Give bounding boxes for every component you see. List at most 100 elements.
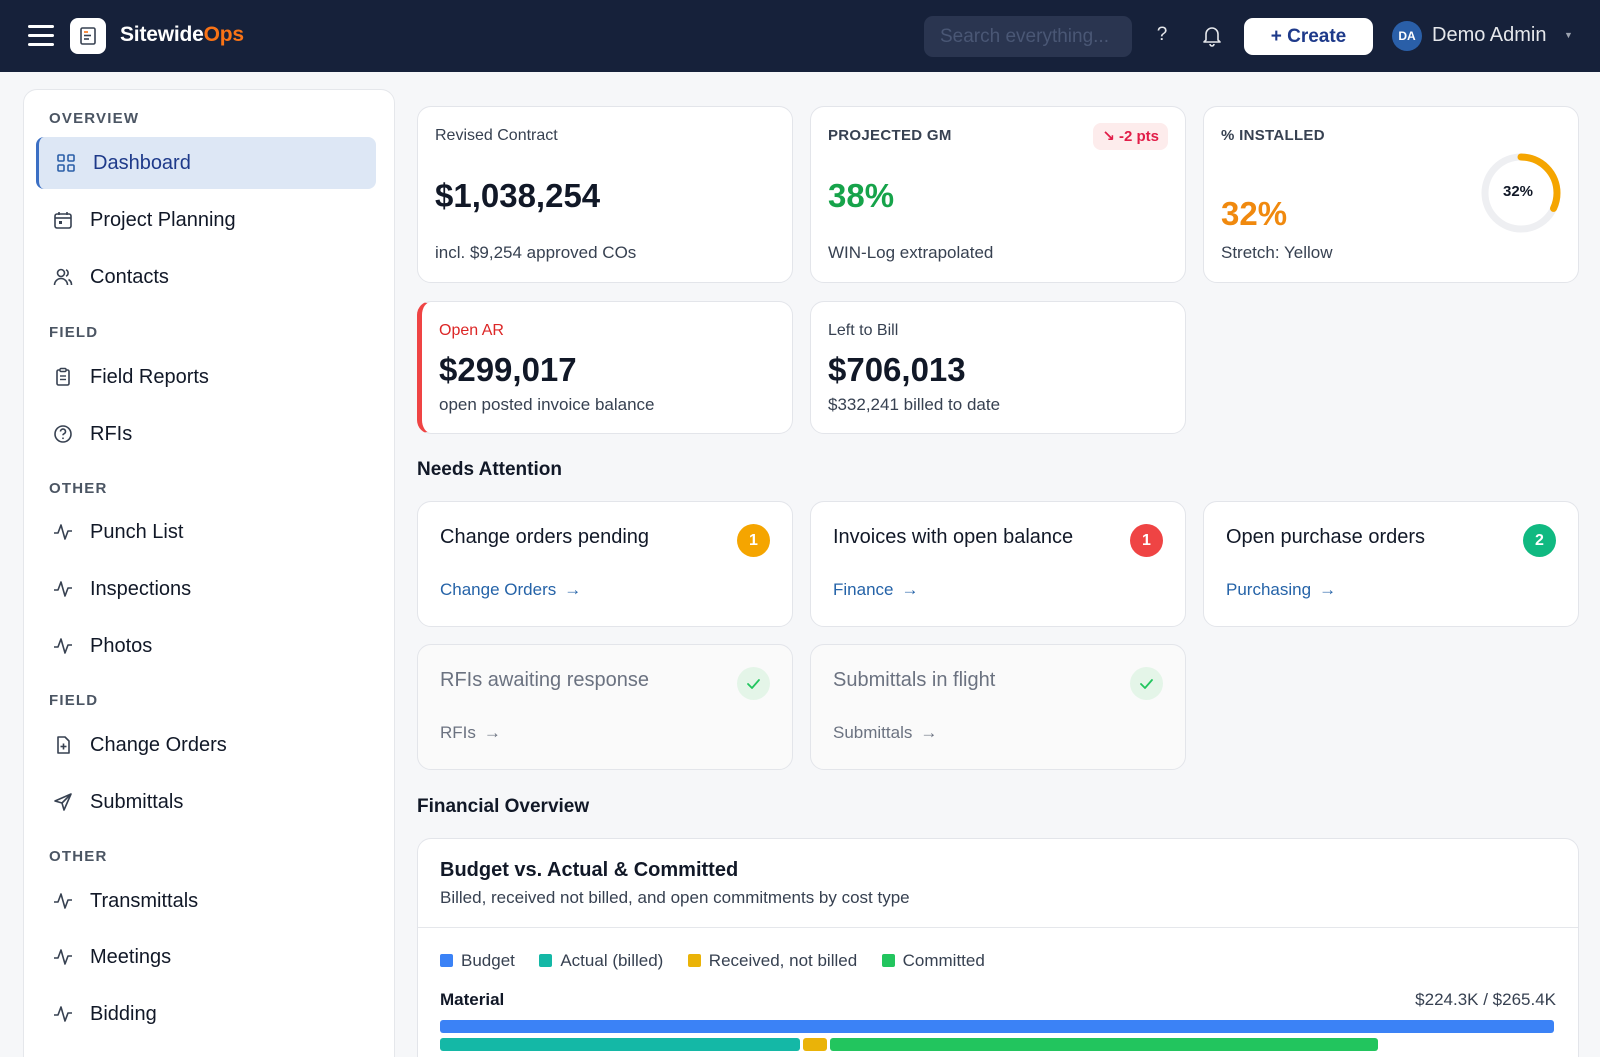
- attention-title: Submittals in flight: [833, 669, 996, 691]
- send-icon: [54, 793, 72, 811]
- divider: [418, 927, 1578, 928]
- attention-card-invoices[interactable]: Invoices with open balance 1 Finance →: [810, 501, 1186, 627]
- progress-ring: [1481, 153, 1561, 233]
- sidebar-item-photos[interactable]: Photos: [36, 620, 376, 672]
- attention-card-purchase-orders[interactable]: Open purchase orders 2 Purchasing →: [1203, 501, 1579, 627]
- sidebar-item-inspections[interactable]: Inspections: [36, 563, 376, 615]
- create-button[interactable]: + Create: [1244, 18, 1373, 55]
- count-badge: 1: [1130, 524, 1163, 557]
- attention-title: Change orders pending: [440, 526, 650, 548]
- kpi-label: Revised Contract: [435, 127, 558, 144]
- check-icon: [737, 667, 770, 700]
- kpi-revised-contract: Revised Contract $1,038,254 incl. $9,254…: [417, 106, 793, 283]
- file-plus-icon: [57, 736, 70, 754]
- kpi-label: Open AR: [439, 322, 504, 339]
- count-badge: 2: [1523, 524, 1556, 557]
- kpi-open-ar: Open AR $299,017 open posted invoice bal…: [417, 301, 793, 434]
- help-icon[interactable]: ?: [1156, 24, 1168, 45]
- kpi-label: % INSTALLED: [1221, 127, 1325, 144]
- kpi-subtext: open posted invoice balance: [439, 395, 655, 414]
- sidebar-item-label: Meetings: [90, 946, 172, 968]
- users-icon: [53, 268, 73, 286]
- bar-segment-received: [803, 1038, 827, 1051]
- attention-card-change-orders[interactable]: Change orders pending 1 Change Orders →: [417, 501, 793, 627]
- sidebar-item-label: Dashboard: [93, 152, 191, 174]
- chart-title: Budget vs. Actual & Committed: [440, 859, 739, 881]
- sidebar-section-other: OTHER: [49, 480, 108, 497]
- stacked-bar-track: [440, 1038, 1554, 1051]
- sidebar-item-project-planning[interactable]: Project Planning: [36, 194, 376, 246]
- bar-segment-budget: [440, 1020, 1554, 1033]
- kpi-subtext: $332,241 billed to date: [828, 395, 1001, 414]
- attention-card-submittals[interactable]: Submittals in flight Submittals →: [810, 644, 1186, 770]
- kpi-subtext: WIN-Log extrapolated: [828, 243, 994, 262]
- rfis-link[interactable]: RFIs →: [440, 723, 501, 742]
- kpi-subtext: incl. $9,254 approved COs: [435, 243, 637, 262]
- sidebar-item-label: Photos: [90, 635, 153, 657]
- arrow-right-icon: →: [1319, 580, 1337, 599]
- attention-title: Open purchase orders: [1226, 526, 1426, 548]
- kpi-subtext: Stretch: Yellow: [1221, 243, 1333, 262]
- sidebar-item-bidding[interactable]: Bidding: [36, 988, 376, 1040]
- sidebar-item-label: Bidding: [90, 1003, 157, 1025]
- sidebar-section-field: FIELD: [49, 324, 99, 341]
- activity-icon: [54, 638, 72, 654]
- arrow-right-icon: →: [920, 723, 938, 742]
- sidebar-item-field-reports[interactable]: Field Reports: [36, 351, 376, 403]
- sidebar-section-overview: OVERVIEW: [49, 110, 140, 127]
- kpi-value: $706,013: [828, 351, 966, 388]
- sidebar-item-label: Transmittals: [90, 890, 199, 912]
- kpi-value: 32%: [1221, 195, 1288, 232]
- sidebar-item-label: Project Planning: [90, 209, 236, 231]
- clipboard-icon: [56, 367, 70, 386]
- progress-ring-label: 32%: [1503, 183, 1534, 200]
- calendar-icon: [54, 212, 72, 229]
- arrow-right-icon: →: [483, 723, 501, 742]
- search-input[interactable]: [924, 16, 1132, 57]
- chart-legend: Budget Actual (billed) Received, not bil…: [440, 951, 1005, 971]
- sidebar-item-meetings[interactable]: Meetings: [36, 931, 376, 983]
- category-amount: $224.3K / $265.4K: [1415, 990, 1556, 1009]
- bell-icon[interactable]: [1201, 24, 1223, 48]
- sidebar-item-label: Change Orders: [90, 734, 227, 756]
- purchasing-link[interactable]: Purchasing →: [1226, 580, 1337, 599]
- sidebar-item-dashboard[interactable]: Dashboard: [36, 137, 376, 189]
- kpi-projected-gm: PROJECTED GM ↘ -2 pts 38% WIN-Log extrap…: [810, 106, 1186, 283]
- bar-segment-actual: [440, 1038, 801, 1051]
- finance-link[interactable]: Finance →: [833, 580, 919, 599]
- attention-card-rfis[interactable]: RFIs awaiting response RFIs →: [417, 644, 793, 770]
- trend-down-badge: ↘ -2 pts: [1093, 123, 1168, 150]
- dashboard-icon: [57, 154, 75, 172]
- kpi-left-to-bill: Left to Bill $706,013 $332,241 billed to…: [810, 301, 1186, 434]
- sidebar-item-rfis[interactable]: RFIs: [36, 408, 376, 460]
- change-orders-link[interactable]: Change Orders →: [440, 580, 582, 599]
- sidebar-section-other: OTHER: [49, 848, 108, 865]
- top-bar: SitewideOps ? + Create DA Demo Admin ▼: [0, 0, 1600, 72]
- kpi-installed: % INSTALLED 32% Stretch: Yellow 32%: [1203, 106, 1579, 283]
- financial-overview-heading: Financial Overview: [417, 796, 590, 817]
- legend-item-actual: Actual (billed): [539, 951, 663, 971]
- logo-icon[interactable]: [70, 18, 106, 54]
- sidebar-item-label: Submittals: [90, 791, 184, 813]
- sidebar-item-punch-list[interactable]: Punch List: [36, 506, 376, 558]
- user-name: Demo Admin: [1432, 24, 1547, 46]
- activity-icon: [54, 581, 72, 597]
- sidebar-item-change-orders[interactable]: Change Orders: [36, 719, 376, 771]
- trend-down-icon: ↘: [1102, 128, 1115, 145]
- sidebar-item-transmittals[interactable]: Transmittals: [36, 875, 376, 927]
- sidebar-item-submittals[interactable]: Submittals: [36, 776, 376, 828]
- sidebar-item-label: Punch List: [90, 521, 184, 543]
- chart-subtitle: Billed, received not billed, and open co…: [440, 888, 910, 907]
- kpi-value: $299,017: [439, 351, 577, 388]
- sidebar: OVERVIEW Dashboard Project Planning Cont…: [23, 89, 395, 1057]
- attention-title: RFIs awaiting response: [440, 669, 649, 691]
- legend-item-budget: Budget: [440, 951, 515, 971]
- budget-bar-track: [440, 1020, 1554, 1033]
- menu-icon[interactable]: [28, 24, 54, 46]
- help-circle-icon: [54, 425, 72, 443]
- kpi-value: 38%: [828, 177, 895, 214]
- sidebar-item-label: Field Reports: [90, 366, 209, 388]
- submittals-link[interactable]: Submittals →: [833, 723, 938, 742]
- sidebar-item-contacts[interactable]: Contacts: [36, 251, 376, 303]
- brand-name[interactable]: SitewideOps: [120, 23, 244, 46]
